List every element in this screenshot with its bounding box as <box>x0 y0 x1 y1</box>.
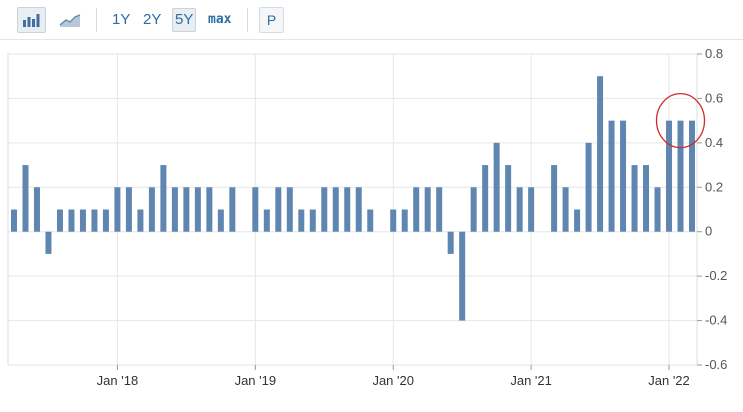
bar <box>643 165 650 232</box>
y-tick-label: 0 <box>705 224 712 239</box>
range-max-button[interactable]: max <box>208 12 232 27</box>
bar <box>413 187 420 232</box>
annotations <box>655 92 706 149</box>
y-tick-label: -0.6 <box>705 357 727 372</box>
bar <box>206 187 213 232</box>
bar <box>125 187 132 232</box>
y-axis: 0.8 0.6 0.4 0.2 0 -0.2 -0.4 -0.6 <box>697 46 727 372</box>
bar <box>401 209 408 232</box>
bar <box>160 165 167 232</box>
bar <box>493 142 500 232</box>
bar <box>574 209 581 232</box>
x-axis: Jan '18 Jan '19 Jan '20 Jan '21 Jan '22 <box>97 365 690 388</box>
y-tick-label: 0.4 <box>705 135 723 150</box>
bar <box>33 187 40 232</box>
bar <box>298 209 305 232</box>
range-2y-button[interactable]: 2Y <box>143 11 162 28</box>
y-tick-label: 0.6 <box>705 90 723 105</box>
range-1y-button[interactable]: 1Y <box>112 11 131 28</box>
bar <box>459 231 466 321</box>
bar <box>309 209 316 232</box>
bar <box>45 231 52 254</box>
bar-chart-icon <box>23 14 40 27</box>
bar <box>390 209 397 232</box>
bar <box>631 165 638 232</box>
bar <box>22 165 29 232</box>
bar <box>528 187 535 232</box>
bar-chart: 0.8 0.6 0.4 0.2 0 -0.2 -0.4 -0.6 Jan '18 Jan '19… <box>7 46 727 388</box>
bar <box>171 187 178 232</box>
bar <box>666 120 673 232</box>
line-chart-button[interactable] <box>56 7 84 33</box>
x-tick-label: Jan '20 <box>372 373 414 388</box>
bar <box>470 187 477 232</box>
p-button[interactable]: P <box>259 7 284 33</box>
bar <box>551 165 558 232</box>
plot-frame <box>7 53 698 366</box>
bar <box>321 187 328 232</box>
bar <box>252 187 259 232</box>
bar <box>447 231 454 254</box>
x-tick-label: Jan '22 <box>648 373 690 388</box>
chart-toolbar: 1Y 2Y 5Y max P <box>0 0 743 40</box>
bar <box>229 187 236 232</box>
bar <box>102 209 109 232</box>
bar <box>654 187 661 232</box>
bar <box>505 165 512 232</box>
bar <box>597 76 604 232</box>
bar <box>608 120 615 232</box>
line-chart-icon <box>59 14 81 27</box>
grid <box>7 53 698 366</box>
bar <box>585 142 592 232</box>
bar <box>436 187 443 232</box>
x-tick-label: Jan '19 <box>235 373 277 388</box>
bar <box>355 187 362 232</box>
toolbar-separator <box>96 8 97 32</box>
y-tick-label: -0.2 <box>705 268 727 283</box>
y-tick-label: 0.8 <box>705 46 723 61</box>
bar <box>367 209 374 232</box>
bar-series <box>11 76 695 321</box>
bar <box>620 120 627 232</box>
bar <box>194 187 201 232</box>
bar <box>482 165 489 232</box>
y-tick-label: 0.2 <box>705 179 723 194</box>
bar <box>344 187 351 232</box>
bar <box>677 120 684 232</box>
bar <box>275 187 282 232</box>
bar <box>137 209 144 232</box>
bar <box>91 209 98 232</box>
bar <box>689 120 695 232</box>
range-5y-button[interactable]: 5Y <box>172 8 197 32</box>
bar <box>148 187 155 232</box>
y-tick-label: -0.4 <box>705 313 727 328</box>
bar <box>263 209 270 232</box>
bar <box>183 187 190 232</box>
bar <box>286 187 293 232</box>
bar <box>114 187 121 232</box>
highlight-circle <box>655 92 706 149</box>
bar <box>56 209 63 232</box>
bar <box>79 209 86 232</box>
x-tick-label: Jan '18 <box>97 373 139 388</box>
x-tick-label: Jan '21 <box>510 373 552 388</box>
bar <box>11 209 17 232</box>
bar-chart-button[interactable] <box>17 7 46 33</box>
bar <box>516 187 523 232</box>
bar <box>424 187 431 232</box>
toolbar-separator <box>247 8 248 32</box>
bar <box>332 187 339 232</box>
bar <box>562 187 569 232</box>
bar <box>68 209 75 232</box>
bar <box>217 209 224 232</box>
